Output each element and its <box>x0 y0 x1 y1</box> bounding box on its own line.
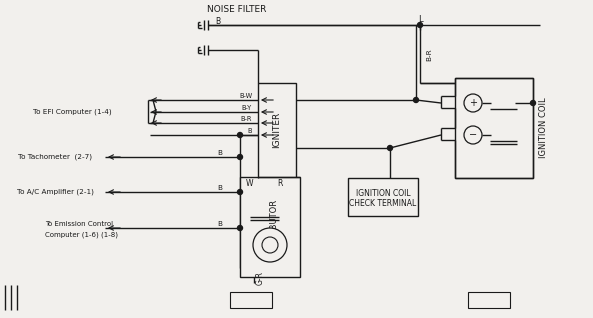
Text: B: B <box>247 128 252 134</box>
Circle shape <box>262 237 278 253</box>
Circle shape <box>531 100 535 106</box>
Bar <box>348 178 418 216</box>
Bar <box>240 177 300 277</box>
Text: IGNITION COIL: IGNITION COIL <box>538 98 547 158</box>
Text: Computer (1-6) (1-8): Computer (1-6) (1-8) <box>45 232 118 238</box>
Text: DISTRIBUTOR: DISTRIBUTOR <box>269 198 279 256</box>
Text: To EFI Computer (1-4): To EFI Computer (1-4) <box>33 108 111 115</box>
Text: L: L <box>417 16 422 24</box>
Circle shape <box>464 126 482 144</box>
Text: CHECK TERMINAL: CHECK TERMINAL <box>349 198 417 208</box>
Circle shape <box>238 190 243 195</box>
Text: To Emission Control: To Emission Control <box>45 221 113 227</box>
Circle shape <box>253 228 287 262</box>
Text: B: B <box>215 17 221 25</box>
Bar <box>468 292 510 308</box>
Text: G-R: G-R <box>256 271 265 285</box>
Text: −: − <box>469 130 477 140</box>
Circle shape <box>413 98 419 102</box>
Circle shape <box>464 94 482 112</box>
Circle shape <box>417 23 422 27</box>
Bar <box>455 78 533 178</box>
Text: B: B <box>218 221 222 227</box>
Text: B-Y: B-Y <box>242 105 252 111</box>
Text: To A/C Amplifier (2-1): To A/C Amplifier (2-1) <box>17 189 94 195</box>
Text: IGNITION COIL: IGNITION COIL <box>356 189 410 197</box>
Text: B-W: B-W <box>239 93 252 99</box>
Text: B-R: B-R <box>426 49 432 61</box>
Text: W: W <box>246 179 254 189</box>
Text: To Tachometer  (2-7): To Tachometer (2-7) <box>18 154 92 160</box>
Bar <box>230 292 272 308</box>
Circle shape <box>238 225 243 231</box>
Text: NOISE FILTER: NOISE FILTER <box>208 5 267 15</box>
Bar <box>258 83 296 178</box>
Text: +: + <box>469 98 477 108</box>
Text: B: B <box>218 150 222 156</box>
Text: B-R: B-R <box>241 116 252 122</box>
Circle shape <box>238 133 243 137</box>
Circle shape <box>387 146 393 150</box>
Text: R: R <box>278 179 283 189</box>
Text: B: B <box>218 185 222 191</box>
Circle shape <box>238 155 243 160</box>
Text: IGNITER: IGNITER <box>273 112 282 148</box>
